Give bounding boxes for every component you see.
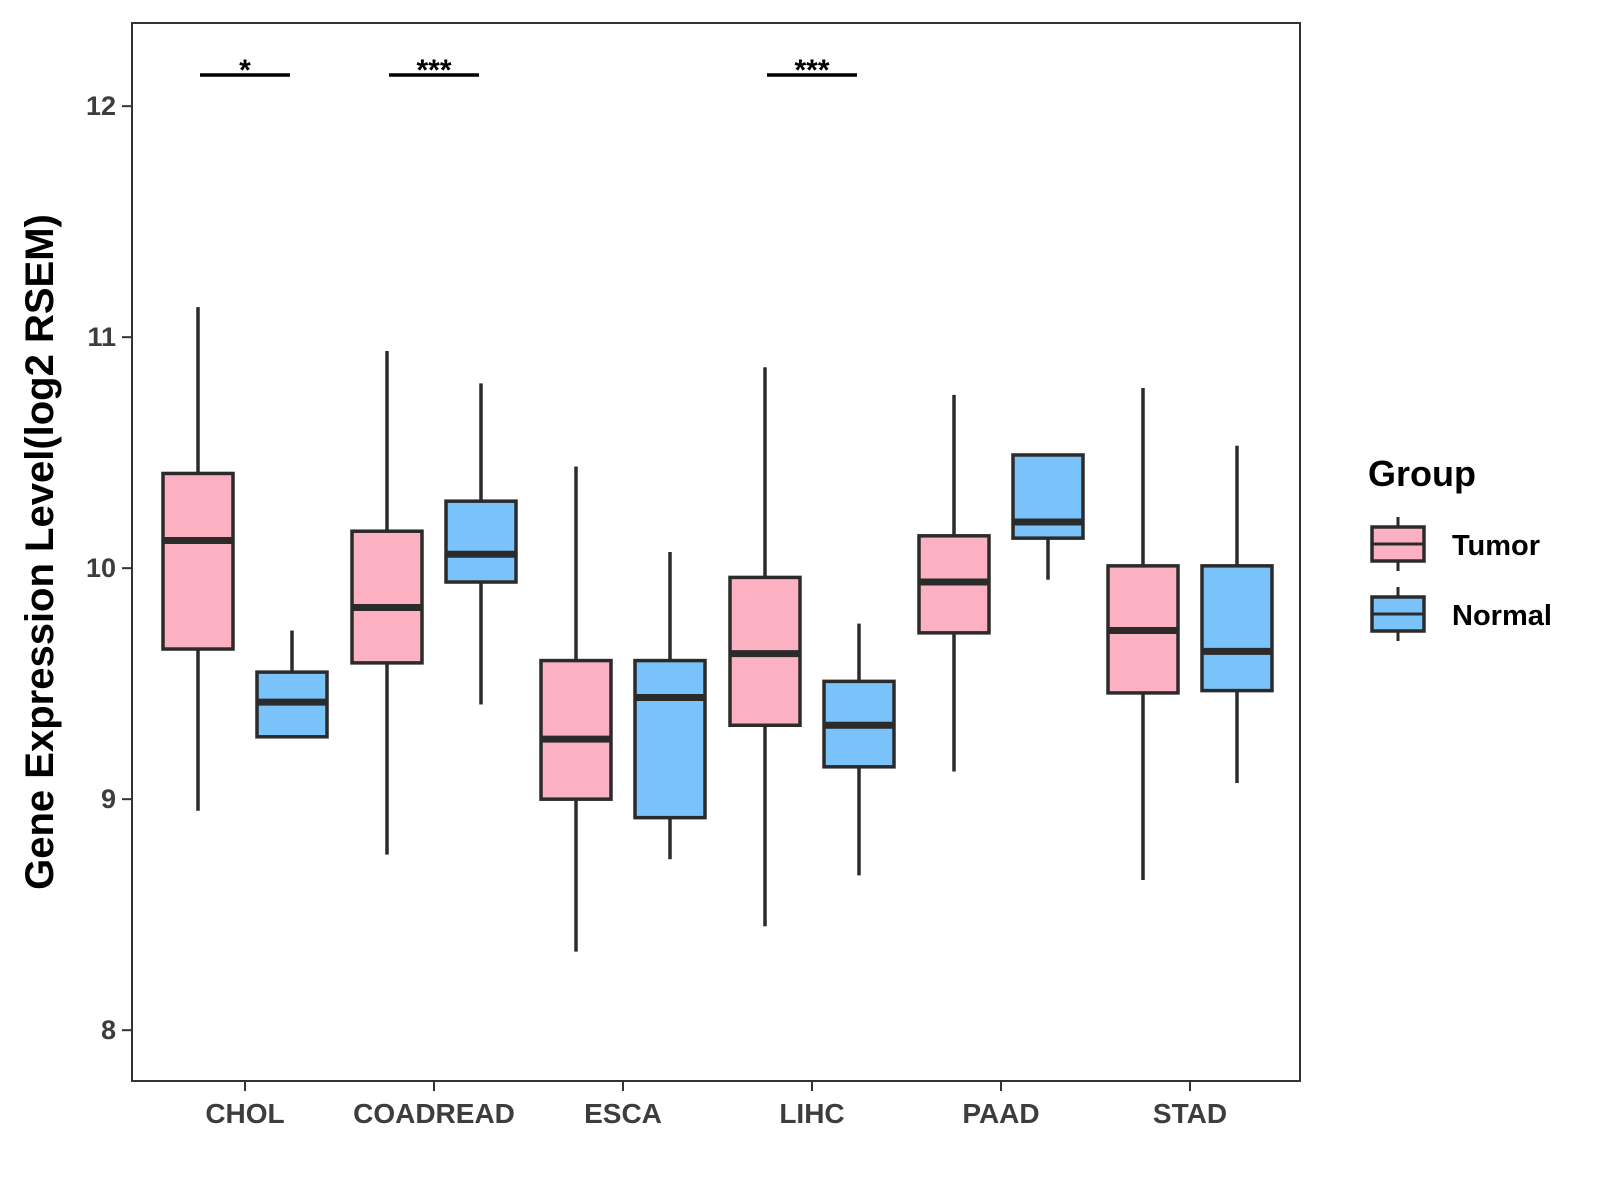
legend: Group Tumor Normal <box>1368 453 1552 641</box>
box-lihc-normal <box>822 623 896 876</box>
axis-layer: 8 9 10 11 12 CHOL COADREAD ESCA LIHC PAAD STAD <box>86 91 1227 1129</box>
box-stad-tumor <box>1106 387 1180 881</box>
box-body-stad-normal <box>1200 564 1274 693</box>
y-tick-label-12: 12 <box>86 91 116 121</box>
plot-layer: * *** *** <box>161 54 1274 952</box>
legend-label-normal: Normal <box>1452 600 1552 632</box>
box-esca-normal <box>633 552 707 860</box>
box-paad-tumor <box>917 394 991 772</box>
x-tick-label-chol: CHOL <box>205 1098 284 1129</box>
legend-item-tumor: Tumor <box>1370 517 1540 571</box>
box-coadread-normal <box>444 383 518 705</box>
box-body-esca-normal <box>633 658 707 820</box>
box-lihc-tumor <box>728 367 802 927</box>
y-tick-label-11: 11 <box>87 322 116 352</box>
box-body-coadread-normal <box>444 499 518 584</box>
box-body-chol-tumor <box>161 471 235 651</box>
x-tick-label-esca: ESCA <box>584 1098 662 1129</box>
significance-label-lihc: *** <box>794 54 829 87</box>
box-stad-normal <box>1200 445 1274 784</box>
y-tick-label-8: 8 <box>101 1015 116 1045</box>
legend-item-normal: Normal <box>1370 587 1552 641</box>
significance-label-chol: * <box>239 54 251 87</box>
y-tick-label-9: 9 <box>101 784 116 814</box>
significance-label-coadread: *** <box>416 54 451 87</box>
y-axis-title: Gene Expression Level(log2 RSEM) <box>18 214 62 890</box>
y-tick-label-10: 10 <box>86 553 116 583</box>
x-tick-label-stad: STAD <box>1153 1098 1227 1129</box>
box-body-coadread-tumor <box>350 529 424 665</box>
x-tick-label-paad: PAAD <box>962 1098 1039 1129</box>
box-chol-normal <box>255 630 329 739</box>
box-coadread-tumor <box>350 351 424 855</box>
box-chol-tumor <box>161 307 235 811</box>
legend-label-tumor: Tumor <box>1452 530 1540 562</box>
x-tick-label-coadread: COADREAD <box>353 1098 515 1129</box>
box-body-esca-tumor <box>539 658 613 801</box>
plot-panel-border <box>131 22 1301 1082</box>
box-esca-tumor <box>539 466 613 952</box>
x-tick-label-lihc: LIHC <box>779 1098 844 1129</box>
box-paad-normal <box>1011 453 1085 580</box>
legend-title: Group <box>1368 453 1476 494</box>
box-body-paad-normal <box>1011 453 1085 540</box>
